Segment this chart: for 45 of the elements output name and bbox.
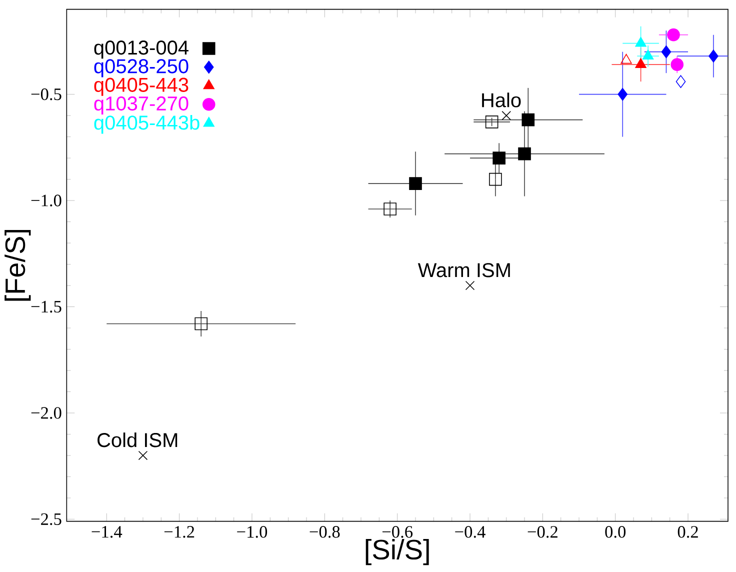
x-tick-label: −1.2: [164, 526, 194, 538]
legend-label: q0528-250: [94, 59, 188, 78]
y-tick-label: −2.0: [31, 407, 62, 419]
point: [661, 45, 672, 58]
point: [409, 177, 422, 190]
y-tick-label: −2.5: [31, 513, 62, 526]
x-tick-label: −0.8: [310, 526, 340, 538]
point: [708, 50, 718, 62]
legend-label: q0405-443b: [94, 115, 200, 134]
annotation: Cold ISM: [98, 432, 178, 448]
legend-label: q0405-443: [94, 78, 188, 96]
x-tick-label: −0.4: [455, 526, 486, 538]
x-tick-label: −1.0: [237, 526, 268, 538]
point: [667, 28, 680, 42]
y-tick-label: −1.5: [31, 300, 62, 313]
point: [620, 54, 632, 64]
point: [518, 147, 531, 160]
legend-label: q0013-004: [94, 40, 188, 59]
legend-label: q1037-270: [94, 96, 188, 115]
point: [522, 113, 535, 126]
x-tick-label: 0.0: [605, 526, 626, 538]
annotation: Warm ISM: [418, 263, 510, 278]
point: [676, 75, 686, 88]
point: [502, 110, 511, 120]
point: [194, 317, 208, 330]
point: [642, 50, 654, 60]
point: [384, 202, 396, 216]
point: [492, 152, 506, 164]
x-tick-label: −1.4: [92, 526, 122, 538]
x-axis-title: [Si/S]: [366, 538, 429, 566]
point: [465, 280, 475, 290]
point: [618, 88, 628, 101]
y-tick-label: −0.5: [31, 88, 62, 100]
x-tick-label: 0.2: [678, 526, 698, 538]
point: [485, 116, 498, 128]
point: [635, 36, 646, 47]
point: [138, 450, 148, 460]
annotation: Halo: [482, 92, 521, 108]
x-tick-label: −0.2: [528, 526, 558, 538]
point: [489, 172, 502, 186]
x-tick-label: −0.6: [382, 526, 413, 538]
y-tick-label: −1.0: [31, 194, 62, 206]
y-axis-title: [Fe/S]: [4, 230, 31, 301]
point: [670, 58, 684, 71]
point: [635, 58, 646, 68]
